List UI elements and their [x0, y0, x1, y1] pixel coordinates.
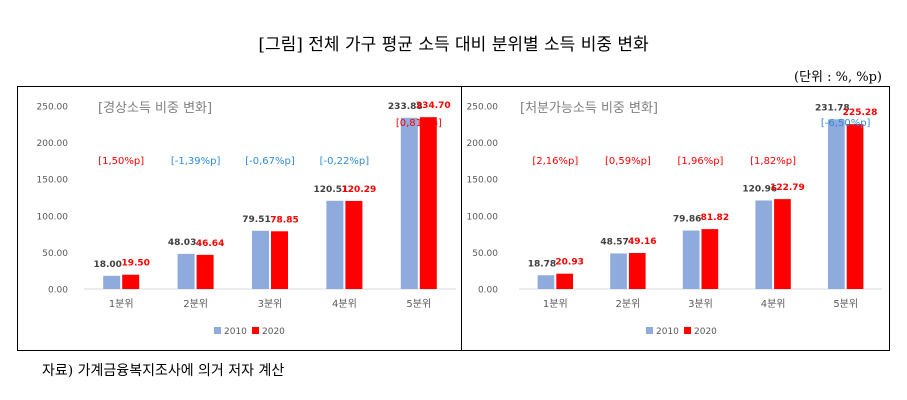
data-label-2020: 78.85 [270, 215, 298, 225]
chart-panel-disposable-income: [처분가능소득 비중 변화] 0.00 50.00 100.00 150.00 200.0… [462, 87, 889, 350]
bar-2010 [252, 230, 269, 289]
y-tick-label: 0.00 [48, 286, 68, 296]
legend-swatch-2020 [684, 327, 691, 334]
y-tick-label: 250.00 [467, 103, 499, 113]
chart-title: [처분가능소득 비중 변화] [520, 101, 658, 116]
data-label-2020: 19.50 [121, 259, 149, 269]
charts-frame [17, 86, 890, 351]
panel-divider [461, 86, 462, 351]
data-label-2020: 122.79 [770, 183, 805, 193]
x-tick-label: 3분위 [258, 297, 283, 310]
bar-2020 [774, 199, 791, 289]
bar-2010 [103, 275, 121, 289]
data-label-2020: 81.82 [701, 213, 729, 223]
y-tick-label: 0.00 [478, 286, 498, 296]
bar-2010 [828, 119, 845, 289]
page-title: [그림] 전체 가구 평균 소득 대비 분위별 소득 비중 변화 [258, 35, 649, 55]
data-label-2010: 120.96 [742, 184, 777, 194]
y-tick-label: 100.00 [467, 212, 499, 222]
bar-2020 [271, 231, 288, 289]
legend-label-2020: 2020 [262, 327, 285, 337]
data-label-2010: 79.86 [673, 215, 701, 225]
chart-panel-market-income: [경상소득 비중 변화] 0.00 50.00 100.00 150.00 200.00 2… [18, 87, 461, 350]
y-tick-label: 200.00 [467, 139, 499, 149]
x-tick-label: 1분위 [543, 297, 568, 310]
bar-2020 [345, 200, 363, 289]
data-label-2020: 225.28 [843, 108, 878, 118]
bar-2020 [556, 273, 573, 289]
change-label: [1,50%p] [98, 156, 144, 167]
y-tick-label: 150.00 [467, 176, 499, 186]
legend-label-2010: 2010 [656, 327, 679, 337]
change-label: [1,82%p] [750, 156, 796, 167]
data-label-2010: 79.51 [242, 215, 270, 225]
bar-2010 [400, 117, 418, 289]
legend-swatch-2010 [214, 327, 221, 334]
change-label: [0,81%p] [396, 118, 442, 129]
bar-2010 [755, 200, 773, 289]
bar-2020 [122, 274, 140, 289]
change-label: [-0,22%p] [320, 156, 370, 167]
change-label: [-6,50%p] [821, 118, 871, 129]
data-label-2020: 49.16 [628, 237, 656, 247]
bar-2010 [177, 253, 195, 289]
change-label: [-1,39%p] [171, 156, 221, 167]
data-label-2020: 234.70 [416, 101, 451, 111]
unit-note: (단위 : %, %p) [794, 70, 882, 85]
x-tick-label: 3분위 [688, 297, 713, 310]
bar-2010 [537, 275, 555, 289]
x-tick-label: 2분위 [616, 297, 641, 310]
data-label-2020: 20.93 [555, 258, 583, 268]
x-tick-label: 4분위 [761, 297, 786, 310]
y-tick-label: 50.00 [42, 249, 68, 259]
bar-2010 [610, 253, 627, 289]
data-label-2010: 48.03 [168, 238, 196, 248]
x-tick-label: 5분위 [406, 297, 431, 310]
legend-label-2020: 2020 [694, 327, 717, 337]
change-label: [2,16%p] [532, 156, 578, 167]
bar-2020 [846, 124, 864, 290]
y-tick-label: 200.00 [37, 139, 69, 149]
data-label-2010: 231.78 [815, 103, 850, 113]
y-tick-label: 100.00 [37, 212, 69, 222]
chart-title: [경상소득 비중 변화] [98, 101, 212, 116]
legend-swatch-2010 [646, 327, 653, 334]
y-tick-label: 150.00 [37, 176, 69, 186]
data-label-2010: 233.88 [388, 102, 423, 112]
data-label-2010: 18.78 [528, 259, 556, 269]
data-label-2010: 48.57 [600, 237, 628, 247]
change-label: [-0,67%p] [245, 156, 295, 167]
x-tick-label: 1분위 [109, 297, 134, 310]
source-note: 자료) 가계금융복지조사에 의거 저자 계산 [42, 363, 285, 379]
change-label: [0,59%p] [605, 156, 651, 167]
bar-2010 [326, 200, 344, 289]
bar-2020 [701, 229, 719, 289]
x-tick-label: 5분위 [833, 297, 858, 310]
legend-label-2010: 2010 [224, 327, 247, 337]
y-tick-label: 50.00 [472, 249, 498, 259]
data-label-2020: 46.64 [196, 239, 224, 249]
bar-2020 [196, 254, 214, 289]
data-label-2010: 120.51 [314, 185, 349, 195]
bar-2020 [419, 117, 437, 289]
bar-2020 [628, 253, 646, 289]
x-tick-label: 4분위 [332, 297, 357, 310]
bar-2010 [682, 230, 700, 289]
chart-disposable-income: [처분가능소득 비중 변화] 0.00 50.00 100.00 150.00 200.0… [467, 101, 882, 337]
legend-swatch-2020 [252, 327, 259, 334]
change-label: [1,96%p] [678, 156, 724, 167]
chart-market-income: [경상소득 비중 변화] 0.00 50.00 100.00 150.00 200.00 2… [37, 101, 456, 337]
y-tick-label: 250.00 [37, 103, 69, 113]
data-label-2020: 120.29 [342, 185, 377, 195]
data-label-2010: 18.00 [93, 260, 121, 270]
x-tick-label: 2분위 [183, 297, 208, 310]
